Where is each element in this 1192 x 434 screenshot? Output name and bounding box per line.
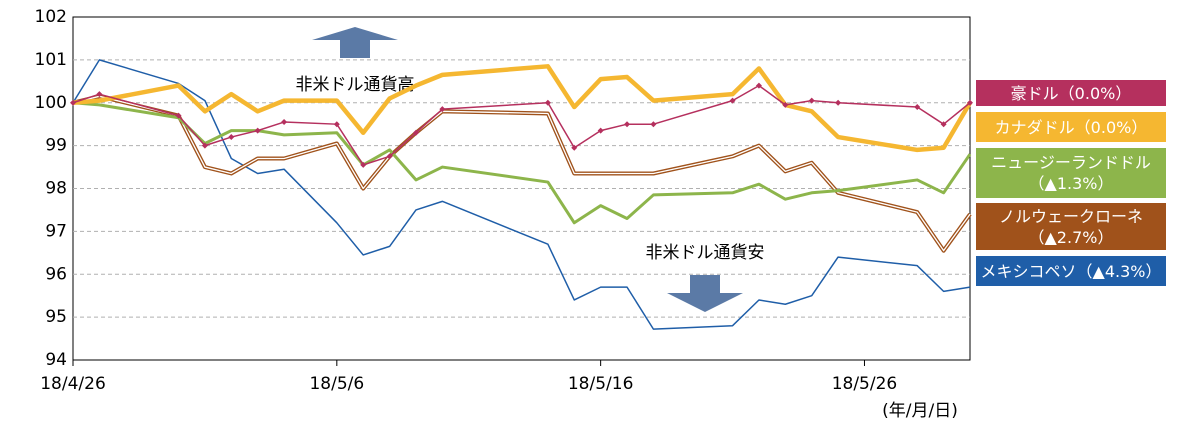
annotation: 非米ドル通貨高 <box>296 75 415 95</box>
point <box>333 121 340 128</box>
y-tick-label: 101 <box>35 50 67 70</box>
y-tick-label: 96 <box>45 264 67 284</box>
y-tick-label: 98 <box>45 179 67 199</box>
point <box>412 129 419 136</box>
point <box>281 119 288 126</box>
y-tick-label: 99 <box>45 136 67 156</box>
legend-entry: ニュージーランドドル （▲1.3%） <box>976 148 1166 198</box>
down-arrow <box>667 275 743 312</box>
point <box>544 99 551 106</box>
legend-entry: ノルウェークローネ （▲2.7%） <box>976 203 1166 250</box>
legend-entry: メキシコペソ（▲4.3%） <box>976 256 1166 286</box>
x-tick-label: 18/5/6 <box>309 374 364 394</box>
point <box>650 121 657 128</box>
point <box>914 104 921 111</box>
series-line <box>72 84 971 166</box>
point <box>755 82 762 89</box>
point <box>571 144 578 151</box>
y-tick-label: 102 <box>35 7 67 27</box>
series-line <box>72 94 972 253</box>
y-tick-label: 95 <box>45 307 67 327</box>
x-axis-note: (年/月/日) <box>882 401 958 421</box>
point <box>835 99 842 106</box>
series-line <box>72 64 972 153</box>
point <box>597 127 604 134</box>
series-line-inner <box>72 95 971 252</box>
x-tick-label: 18/4/26 <box>40 374 106 394</box>
point <box>729 97 736 104</box>
legend-entry: 豪ドル（0.0%） <box>976 80 1166 106</box>
x-tick-label: 18/5/16 <box>568 374 634 394</box>
point <box>96 91 103 98</box>
annotation: 非米ドル通貨安 <box>646 243 765 263</box>
up-arrow <box>312 27 398 58</box>
y-tick-label: 97 <box>45 221 67 241</box>
point <box>808 97 815 104</box>
point <box>386 153 393 160</box>
point <box>967 99 973 106</box>
x-tick-label: 18/5/26 <box>832 374 898 394</box>
point <box>228 134 235 141</box>
point <box>254 127 261 134</box>
point <box>360 161 367 168</box>
point <box>175 112 182 119</box>
y-tick-label: 100 <box>35 93 67 113</box>
point <box>940 121 947 128</box>
point <box>439 106 446 113</box>
point <box>201 142 208 149</box>
legend-entry: カナダドル（0.0%） <box>976 112 1166 142</box>
y-tick-label: 94 <box>45 350 67 370</box>
point <box>70 99 76 106</box>
series-line <box>72 59 971 330</box>
series-line <box>72 101 972 225</box>
point <box>624 121 631 128</box>
point <box>782 101 789 108</box>
